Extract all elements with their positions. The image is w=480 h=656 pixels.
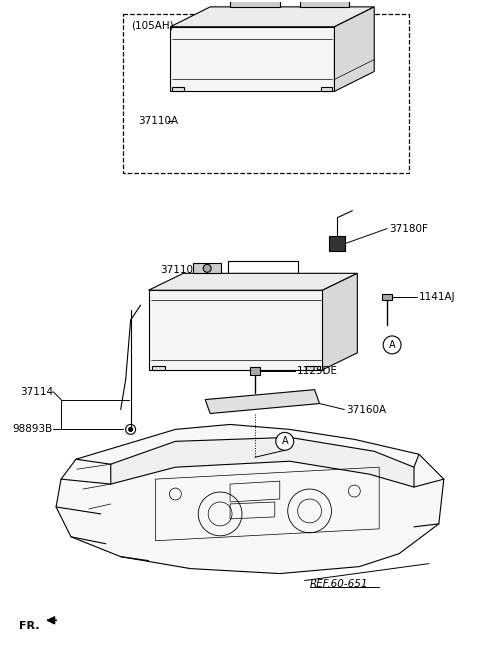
Polygon shape (321, 87, 333, 91)
Polygon shape (193, 263, 221, 274)
Text: 98893B: 98893B (13, 424, 53, 434)
Polygon shape (56, 424, 444, 573)
Text: 1141AJ: 1141AJ (419, 292, 456, 302)
Polygon shape (172, 87, 184, 91)
Polygon shape (205, 390, 320, 413)
Circle shape (126, 424, 136, 434)
Text: 37110A: 37110A (139, 116, 179, 126)
Text: 37160A: 37160A (347, 405, 386, 415)
Polygon shape (329, 236, 346, 251)
Polygon shape (111, 438, 414, 487)
Text: (105AH): (105AH) (131, 21, 173, 31)
Polygon shape (230, 0, 280, 7)
Text: FR.: FR. (19, 621, 40, 631)
Text: A: A (389, 340, 396, 350)
Text: 37110: 37110 (160, 265, 193, 276)
Polygon shape (250, 367, 260, 375)
Polygon shape (170, 7, 374, 27)
Polygon shape (170, 27, 335, 91)
Text: REF.60-651: REF.60-651 (310, 579, 368, 588)
Circle shape (383, 336, 401, 354)
Circle shape (203, 264, 211, 272)
Circle shape (129, 428, 132, 432)
Text: 37114: 37114 (20, 386, 53, 397)
Text: 37180F: 37180F (389, 224, 428, 234)
Text: 1125DE: 1125DE (297, 366, 337, 376)
Polygon shape (152, 366, 166, 370)
Polygon shape (382, 294, 392, 300)
Polygon shape (335, 7, 374, 91)
Polygon shape (306, 366, 320, 370)
Polygon shape (300, 0, 349, 7)
Polygon shape (148, 290, 323, 370)
Text: A: A (281, 436, 288, 446)
Circle shape (276, 432, 294, 450)
Polygon shape (323, 274, 357, 370)
Polygon shape (148, 274, 357, 290)
Bar (123, 14, 409, 173)
